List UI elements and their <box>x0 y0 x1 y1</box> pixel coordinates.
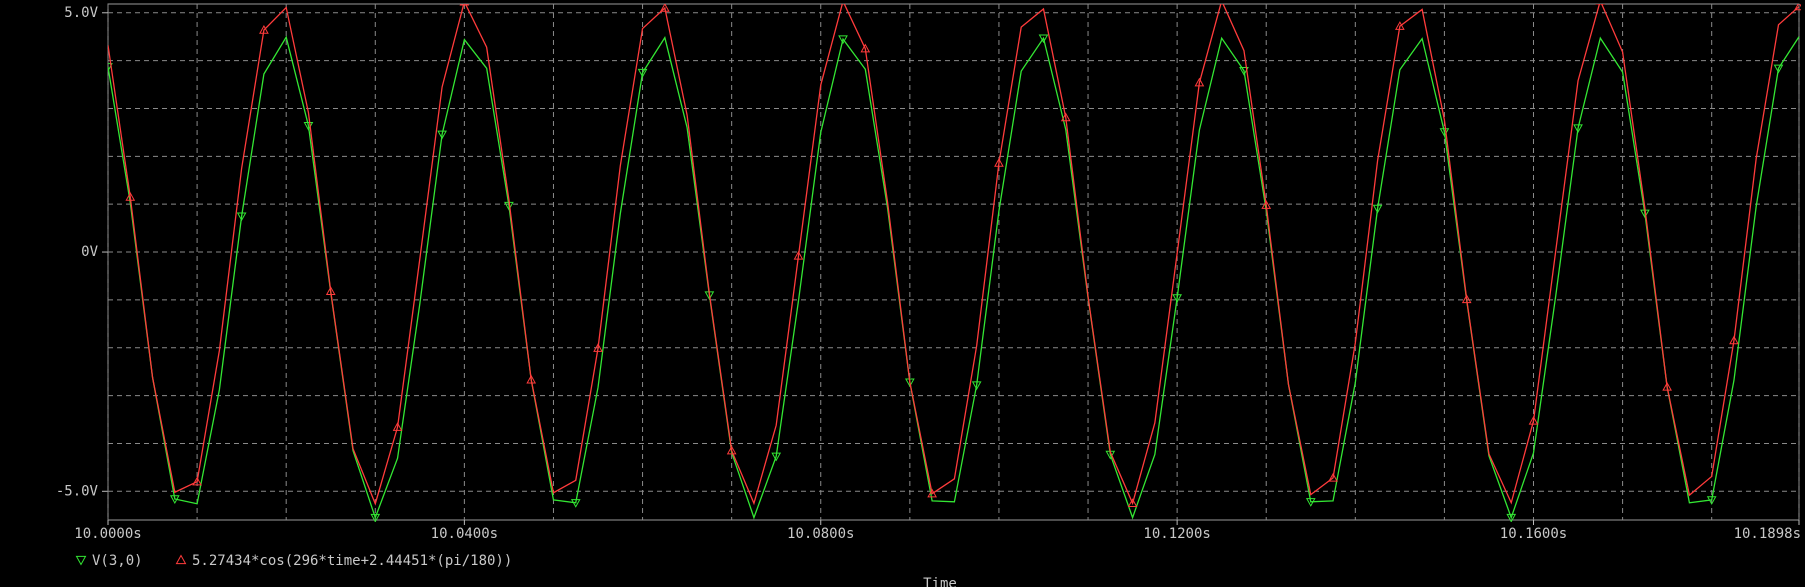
series-marker <box>927 488 937 498</box>
legend-symbol <box>175 554 187 565</box>
series-marker <box>370 513 381 522</box>
series-marker <box>726 445 737 455</box>
series-marker <box>659 4 670 12</box>
series-marker <box>593 343 603 352</box>
series-marker <box>1662 381 1672 391</box>
y-tick-label: -5.0V <box>56 483 99 499</box>
series-marker <box>1729 335 1739 345</box>
series-marker <box>637 68 648 78</box>
series-marker <box>1127 498 1138 507</box>
series-marker <box>1372 204 1383 214</box>
labels: -5.0V 0V 5.0V 10.0000s 10.0400s 10.0800s 10.12… <box>56 5 1801 569</box>
series-marker <box>392 422 403 431</box>
series-marker <box>1461 294 1472 304</box>
series-line <box>108 4 1800 506</box>
series-marker <box>1261 200 1272 209</box>
series-marker <box>994 158 1004 167</box>
series-marker <box>1528 415 1539 425</box>
series-marker <box>169 495 180 504</box>
series-marker <box>1060 112 1071 122</box>
series-marker <box>1595 4 1606 5</box>
series-marker <box>125 191 136 201</box>
plot-area <box>108 4 1801 522</box>
series-marker <box>570 499 581 508</box>
series-marker <box>838 35 848 45</box>
series-marker <box>1773 64 1784 74</box>
series-marker <box>437 130 447 140</box>
series-marker <box>971 381 982 391</box>
series-marker <box>1506 513 1517 522</box>
x-tick-label: 10.1600s <box>1500 526 1567 542</box>
x-tick-label: 10.0400s <box>431 526 498 542</box>
x-tick-label: 10.1200s <box>1143 526 1210 542</box>
x-tick-label: 10.0800s <box>787 526 854 542</box>
series-marker <box>1239 66 1249 76</box>
legend-symbol <box>75 555 87 566</box>
series-marker <box>1172 294 1182 304</box>
x-tick-label: 10.1898s <box>1734 526 1801 542</box>
series-marker <box>1794 4 1801 11</box>
series-line <box>108 35 1800 520</box>
series-marker <box>236 212 247 222</box>
series-marker <box>1305 498 1316 507</box>
series-marker <box>1038 34 1049 44</box>
series-marker <box>860 43 871 53</box>
plot-frame <box>107 3 1800 521</box>
series-marker <box>1194 77 1205 87</box>
series-marker <box>793 250 804 260</box>
series-marker <box>259 24 269 34</box>
series-marker <box>771 452 782 462</box>
series-marker <box>1395 21 1405 30</box>
legend-label: V(3,0) <box>92 553 143 569</box>
series-marker <box>1573 124 1583 134</box>
series-marker <box>459 4 470 6</box>
series-marker <box>108 63 113 72</box>
series-marker <box>526 374 537 384</box>
x-axis-label: Time <box>923 576 957 587</box>
series-marker <box>1706 496 1717 505</box>
series-marker <box>1328 472 1338 482</box>
legend-label: 5.27434*cos(296*time+2.44451*(pi/180)) <box>192 553 512 569</box>
x-tick-label: 10.0000s <box>74 526 141 542</box>
series-marker <box>192 476 202 486</box>
y-tick-label: 0V <box>81 244 98 260</box>
grid <box>102 3 1800 525</box>
y-tick-label: 5.0V <box>64 5 98 21</box>
series-marker <box>325 286 336 295</box>
